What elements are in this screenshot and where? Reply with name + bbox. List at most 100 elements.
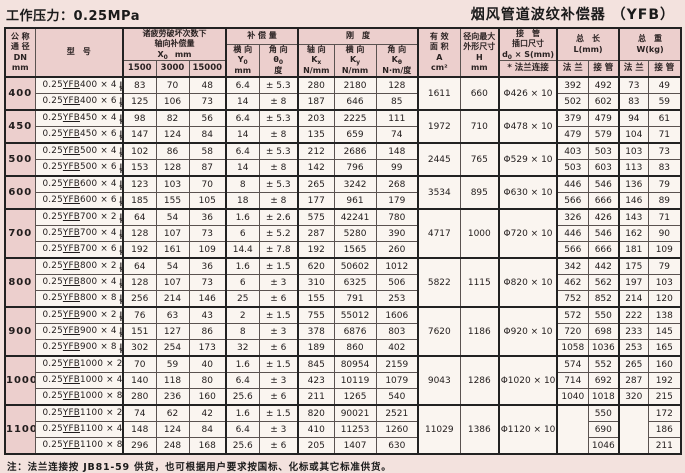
cell-x15000: 84	[188, 421, 227, 439]
cell-length-pipe: 852	[587, 290, 620, 308]
cell-dn: 400	[4, 76, 36, 111]
cell-lateral-comp: 1.6	[225, 404, 260, 423]
cell-x15000: 86	[188, 323, 227, 341]
cell-angular-stiffness: 402	[375, 339, 419, 357]
cell-angular-comp: ± 5.3	[258, 109, 299, 128]
cell-angular-stiffness: 74	[375, 126, 419, 144]
cell-pipe-size: Φ630 × 10	[498, 175, 558, 210]
cell-length-pipe: 1046	[587, 437, 620, 455]
cell-radial-size: 1386	[459, 404, 500, 455]
cell-dn: 1000	[4, 355, 36, 406]
cell-lateral-stiffness: 80954	[333, 355, 377, 374]
cell-angular-stiffness: 128	[375, 76, 419, 95]
jf-variant-mark: JF	[119, 113, 123, 125]
cell-axial-stiffness: 211	[297, 388, 335, 406]
cell-x3000: 124	[155, 421, 190, 439]
cell-lateral-stiffness: 3242	[333, 175, 377, 194]
cell-radial-size: 710	[459, 109, 500, 144]
cell-weight-flange: 287	[618, 372, 649, 390]
cell-weight-pipe: 160	[647, 355, 682, 374]
cell-lateral-comp: 25	[225, 290, 260, 308]
cell-x1500: 140	[122, 372, 157, 390]
cell-length-flange	[556, 404, 589, 455]
cell-angular-comp: ± 1.5	[258, 306, 299, 325]
cell-angular-stiffness: 1606	[375, 306, 419, 325]
cell-length-pipe: 503	[587, 142, 620, 161]
cell-model: 0.25YFB1100 × 2JF	[34, 404, 124, 423]
cell-effective-area: 7620	[417, 306, 461, 357]
cell-length-flange: 752	[556, 290, 589, 308]
cell-pipe-size: Φ478 × 10	[498, 109, 558, 144]
cell-weight-flange: 136	[618, 175, 649, 194]
cell-x1500: 102	[122, 142, 157, 161]
cell-lateral-stiffness: 646	[333, 93, 377, 111]
col-header-radial: 径向最大 外形尺寸 H mm	[459, 27, 500, 78]
cell-radial-size: 1115	[459, 257, 500, 308]
cell-x15000: 73	[188, 225, 227, 243]
cell-lateral-stiffness: 6876	[333, 323, 377, 341]
cell-length-flange: 479	[556, 126, 589, 144]
cell-x15000: 48	[188, 76, 227, 95]
spec-row: 0.25YFB1000 × 8JF28023616025.6± 62111265…	[5, 388, 682, 406]
cell-axial-stiffness: 423	[297, 372, 335, 390]
cell-angular-comp: ± 5.3	[258, 76, 299, 95]
cell-x15000: 40	[188, 355, 227, 374]
cell-x3000: 118	[155, 372, 190, 390]
cell-weight-flange: 222	[618, 306, 649, 325]
cell-length-flange: 503	[556, 159, 589, 177]
cell-lateral-stiffness: 659	[333, 126, 377, 144]
cell-model: 0.25YFB450 × 4JF	[34, 109, 124, 128]
cell-x1500: 153	[122, 159, 157, 177]
cell-length-flange: 566	[556, 241, 589, 259]
col-header-model: 型 号	[34, 27, 124, 78]
cell-length-flange: 572	[556, 306, 589, 325]
cell-model: 0.25YFB900 × 4JF	[34, 323, 124, 341]
cell-pipe-size: Φ1020 × 10	[498, 355, 558, 406]
product-title: 烟风管道波纹补偿器 （YFB）	[470, 7, 675, 23]
cell-lateral-comp: 6	[225, 225, 260, 243]
cell-axial-stiffness: 287	[297, 225, 335, 243]
cell-radial-size: 765	[459, 142, 500, 177]
jf-variant-mark: JF	[119, 244, 123, 256]
cell-model: 0.25YFB1000 × 4JF	[34, 372, 124, 390]
cell-length-flange: 1040	[556, 388, 589, 406]
cell-axial-stiffness: 280	[297, 76, 335, 95]
cell-weight-pipe: 109	[647, 241, 682, 259]
cell-weight-pipe: 186	[647, 421, 682, 439]
cell-length-flange: 446	[556, 225, 589, 243]
cell-weight-pipe: 59	[647, 93, 682, 111]
cell-angular-stiffness: 1260	[375, 421, 419, 439]
col-header-lateral-comp: 横 向 Y0 mm	[225, 44, 260, 78]
cell-weight-flange: 73	[618, 76, 649, 95]
cell-angular-comp: ± 6	[258, 388, 299, 406]
cell-weight-flange: 143	[618, 208, 649, 227]
cell-x3000: 107	[155, 274, 190, 292]
cell-length-pipe: 602	[587, 93, 620, 111]
cell-x1500: 98	[122, 109, 157, 128]
cell-axial-stiffness: 192	[297, 241, 335, 259]
cell-lateral-comp: 1.6	[225, 257, 260, 276]
cell-axial-stiffness: 203	[297, 109, 335, 128]
cell-length-flange: 720	[556, 323, 589, 341]
cell-angular-stiffness: 2521	[375, 404, 419, 423]
cell-weight-pipe: 79	[647, 175, 682, 194]
cell-length-flange: 566	[556, 192, 589, 210]
cell-weight-flange	[618, 404, 649, 455]
cell-x15000: 43	[188, 306, 227, 325]
cell-weight-flange: 181	[618, 241, 649, 259]
col-header-pipe-socket: 接 管 插口尺寸 d0 × S(mm)	[498, 27, 558, 62]
cell-length-flange: 446	[556, 175, 589, 194]
cell-lateral-comp: 25.6	[225, 388, 260, 406]
cell-length-flange: 403	[556, 142, 589, 161]
footnote: 注：法兰连接按 JB81-59 供货，也可根据用户要求按国标、化标或其它标准供货…	[7, 462, 392, 473]
cell-lateral-stiffness: 796	[333, 159, 377, 177]
cell-x1500: 192	[122, 241, 157, 259]
cell-x3000: 254	[155, 339, 190, 357]
cell-lateral-comp: 1.6	[225, 355, 260, 374]
cell-lateral-stiffness: 90021	[333, 404, 377, 423]
cell-lateral-stiffness: 1265	[333, 388, 377, 406]
